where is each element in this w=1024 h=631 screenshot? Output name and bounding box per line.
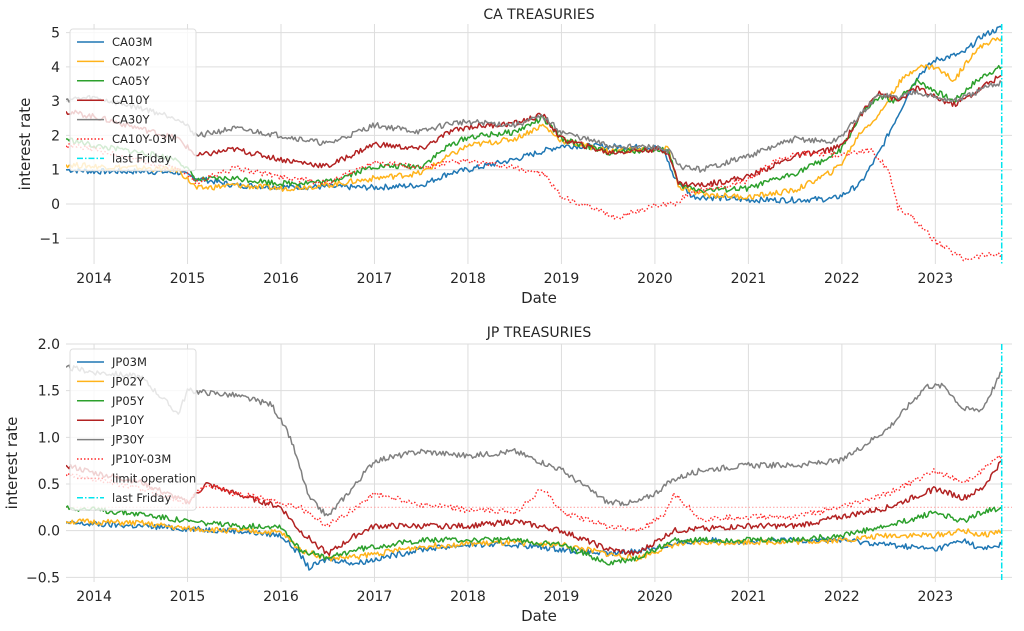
legend-label: JP02Y — [111, 374, 145, 388]
x-tick-label: 2021 — [731, 589, 767, 605]
y-tick-label: 3 — [51, 94, 60, 110]
legend: CA03M CA02Y CA05Y CA10Y CA30Y CA10Y-03M last F… — [69, 28, 197, 172]
x-tick-label: 2018 — [450, 589, 486, 605]
series-line-ca02y — [66, 37, 1003, 201]
series-line-ca30y — [66, 80, 1003, 173]
legend-label: JP05Y — [111, 394, 145, 408]
chart-panel-1: 2014 2015 2016 2017 2018 2019 2020 2021 2022 2023… — [3, 325, 1012, 625]
x-tick-label: 2018 — [450, 271, 486, 287]
x-tick-label: 2016 — [263, 589, 299, 605]
legend-label: JP10Y — [111, 413, 145, 427]
y-tick-label: 0.5 — [38, 477, 60, 493]
y-tick-label: 1.0 — [38, 430, 60, 446]
legend-label: JP10Y-03M — [111, 452, 171, 466]
legend-box — [69, 28, 197, 172]
series-line-ca03m — [66, 25, 1003, 204]
x-tick-label: 2022 — [824, 589, 860, 605]
x-tick-label: 2023 — [918, 589, 954, 605]
x-tick-label: 2020 — [637, 271, 673, 287]
legend-label: CA10Y-03M — [112, 132, 177, 146]
legend-box — [69, 348, 197, 511]
y-tick-label: 0.0 — [38, 524, 60, 540]
y-axis-label: interest rate — [16, 98, 34, 191]
y-tick-label: 0 — [51, 197, 60, 213]
chart-title: CA TREASURIES — [483, 7, 594, 23]
series-line-ca10y — [66, 74, 1002, 188]
series-line-jp05y — [66, 505, 1003, 566]
plot-area — [66, 24, 1012, 264]
series-line-jp30y — [66, 364, 1002, 517]
series-line-jp10y — [66, 460, 1003, 557]
x-tick-label: 2015 — [170, 271, 206, 287]
legend-label: JP03M — [111, 355, 147, 369]
legend-label: CA05Y — [112, 74, 151, 88]
x-tick-label: 2017 — [357, 589, 393, 605]
legend-label: CA10Y — [112, 93, 151, 107]
legend-label: CA02Y — [112, 54, 151, 68]
y-tick-label: −1 — [39, 231, 60, 247]
y-tick-label: −0.5 — [26, 570, 60, 586]
legend-label: CA30Y — [112, 113, 151, 127]
series-line-ca10y-03m — [66, 143, 1003, 262]
x-tick-label: 2015 — [170, 589, 206, 605]
x-tick-label: 2019 — [544, 589, 580, 605]
x-tick-label: 2023 — [918, 271, 954, 287]
x-tick-label: 2017 — [357, 271, 393, 287]
x-axis-label: Date — [521, 289, 557, 307]
y-tick-label: 2.0 — [38, 337, 60, 353]
y-tick-label: 1.5 — [38, 384, 60, 400]
x-axis-label: Date — [521, 607, 557, 625]
legend-label: last Friday — [112, 151, 171, 165]
x-tick-label: 2019 — [544, 271, 580, 287]
y-tick-label: 5 — [51, 26, 60, 42]
legend: JP03M JP02Y JP05Y JP10Y JP30Y JP10Y-03M limit … — [69, 348, 197, 511]
legend-label: limit operation — [112, 471, 196, 485]
y-axis-label: interest rate — [3, 417, 21, 510]
y-tick-label: 4 — [51, 60, 60, 76]
x-tick-label: 2022 — [824, 271, 860, 287]
legend-label: CA03M — [112, 35, 152, 49]
x-tick-label: 2016 — [263, 271, 299, 287]
series-line-ca05y — [66, 64, 1003, 194]
chart-title: JP TREASURIES — [486, 325, 592, 341]
legend-label: last Friday — [112, 491, 171, 505]
y-tick-label: 2 — [51, 128, 60, 144]
x-tick-label: 2014 — [76, 589, 112, 605]
chart-panel-0: 2014 2015 2016 2017 2018 2019 2020 2021 2022 2023… — [16, 7, 1012, 307]
x-tick-label: 2020 — [637, 589, 673, 605]
legend-label: JP30Y — [111, 433, 145, 447]
x-tick-label: 2021 — [731, 271, 767, 287]
x-tick-label: 2014 — [76, 271, 112, 287]
y-tick-label: 1 — [51, 163, 60, 179]
